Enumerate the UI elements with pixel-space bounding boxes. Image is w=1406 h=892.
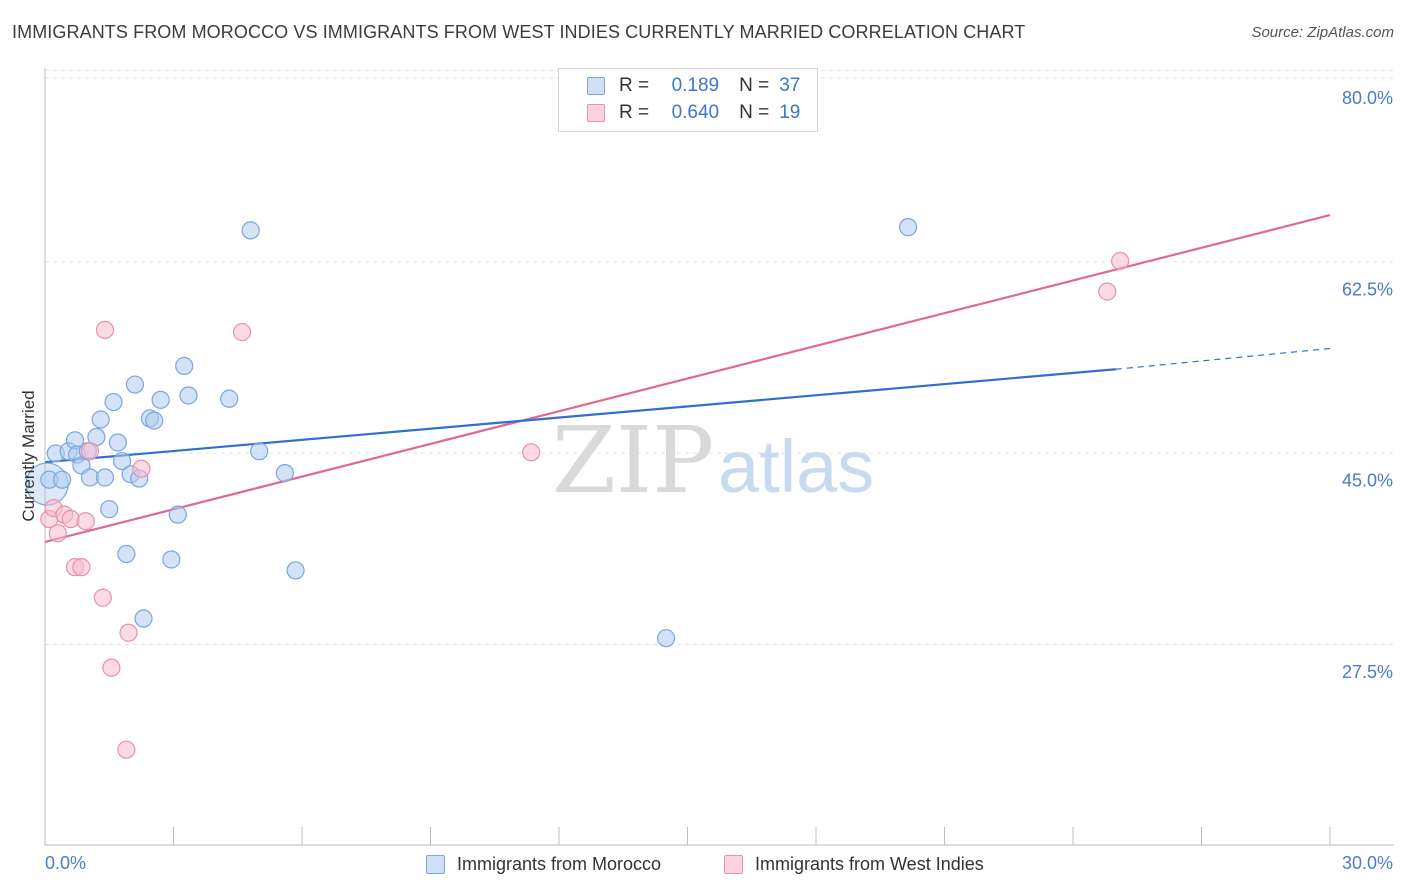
morocco-point bbox=[250, 442, 269, 461]
trend-line-west-indies bbox=[44, 214, 1331, 544]
y-axis-label: Currently Married bbox=[19, 390, 38, 521]
morocco-point bbox=[117, 544, 136, 564]
chart-title: IMMIGRANTS FROM MOROCCO VS IMMIGRANTS FR… bbox=[12, 22, 1026, 42]
west-indies-point bbox=[61, 509, 80, 529]
legend-row-morocco: R = 0.189 N = 37 bbox=[587, 73, 800, 99]
legend-swatch-west-indies bbox=[587, 104, 605, 122]
west-indies-point bbox=[132, 459, 151, 478]
west-indies-point bbox=[95, 320, 115, 339]
y-tick-label: 80.0% bbox=[1342, 88, 1393, 108]
morocco-point bbox=[241, 221, 260, 240]
x-tick-label: 0.0% bbox=[45, 853, 86, 873]
series-west-indies-points bbox=[40, 251, 1130, 759]
correlation-legend: R = 0.189 N = 37 R = 0.640 N = 19 bbox=[558, 68, 818, 132]
trend-line-morocco-extension bbox=[1115, 347, 1331, 370]
west-indies-point bbox=[80, 442, 100, 461]
grid-lines bbox=[45, 70, 1394, 645]
morocco-point bbox=[53, 470, 72, 489]
west-indies-point bbox=[48, 524, 67, 543]
morocco-point bbox=[168, 505, 187, 524]
legend-row-west-indies: R = 0.640 N = 19 bbox=[587, 100, 800, 126]
legend-n-value-morocco: 37 bbox=[779, 75, 801, 96]
morocco-point bbox=[134, 609, 153, 628]
axes bbox=[44, 68, 1394, 846]
x-tick-label: 30.0% bbox=[1342, 853, 1393, 873]
legend-r-label: R = bbox=[619, 75, 650, 96]
watermark-atlas: atlas bbox=[718, 425, 874, 508]
west-indies-point bbox=[119, 623, 138, 642]
trend-lines bbox=[44, 214, 1331, 544]
bottom-legend-swatch-morocco bbox=[426, 854, 445, 874]
y-tick-label: 62.5% bbox=[1342, 279, 1393, 299]
west-indies-point bbox=[93, 588, 112, 607]
legend-n-label: N = bbox=[739, 102, 770, 123]
watermark-zip: ZIP bbox=[552, 407, 714, 514]
morocco-point bbox=[145, 411, 164, 430]
morocco-point bbox=[108, 433, 127, 452]
legend-n-value-west-indies: 19 bbox=[779, 102, 801, 123]
legend-swatch-morocco bbox=[587, 77, 605, 95]
west-indies-point bbox=[102, 658, 121, 677]
bottom-legend-west-indies[interactable]: Immigrants from West Indies bbox=[724, 851, 984, 877]
morocco-point bbox=[898, 218, 918, 237]
morocco-point bbox=[125, 375, 145, 394]
morocco-point bbox=[656, 629, 676, 648]
west-indies-point bbox=[522, 443, 541, 462]
west-indies-point bbox=[72, 558, 91, 577]
west-indies-point bbox=[232, 322, 252, 342]
bottom-legend-morocco[interactable]: Immigrants from Morocco bbox=[426, 851, 661, 877]
bottom-legend-label-morocco: Immigrants from Morocco bbox=[457, 853, 662, 874]
y-tick-label: 27.5% bbox=[1342, 662, 1393, 682]
legend-n-label: N = bbox=[739, 75, 770, 96]
west-indies-point bbox=[1111, 251, 1130, 271]
morocco-point bbox=[112, 451, 132, 471]
morocco-point bbox=[100, 500, 119, 519]
west-indies-point bbox=[117, 740, 136, 759]
morocco-point bbox=[104, 392, 123, 412]
watermark: ZIP atlas bbox=[552, 407, 874, 514]
legend-r-value-morocco: 0.189 bbox=[671, 75, 720, 96]
morocco-point bbox=[286, 561, 305, 580]
legend-r-label: R = bbox=[619, 102, 650, 123]
west-indies-point bbox=[76, 512, 95, 531]
legend-r-value-west-indies: 0.640 bbox=[671, 102, 720, 123]
tick-labels: 80.0% 62.5% 45.0% 27.5% 0.0% 30.0% bbox=[45, 88, 1393, 873]
morocco-point bbox=[275, 464, 294, 483]
bottom-legend-label-west-indies: Immigrants from West Indies bbox=[755, 853, 984, 874]
west-indies-point bbox=[1098, 282, 1117, 301]
morocco-point bbox=[162, 550, 181, 569]
series-morocco-points bbox=[25, 218, 918, 648]
bottom-legend-swatch-west-indies bbox=[724, 854, 743, 874]
morocco-point bbox=[91, 410, 110, 429]
morocco-point bbox=[95, 468, 115, 487]
morocco-point bbox=[175, 356, 194, 376]
morocco-point bbox=[179, 386, 198, 405]
morocco-point bbox=[151, 390, 170, 409]
source-label: Source: ZipAtlas.com bbox=[1251, 24, 1394, 41]
morocco-point bbox=[220, 389, 239, 408]
y-tick-label: 45.0% bbox=[1342, 471, 1393, 491]
trend-line-morocco bbox=[44, 368, 1116, 464]
